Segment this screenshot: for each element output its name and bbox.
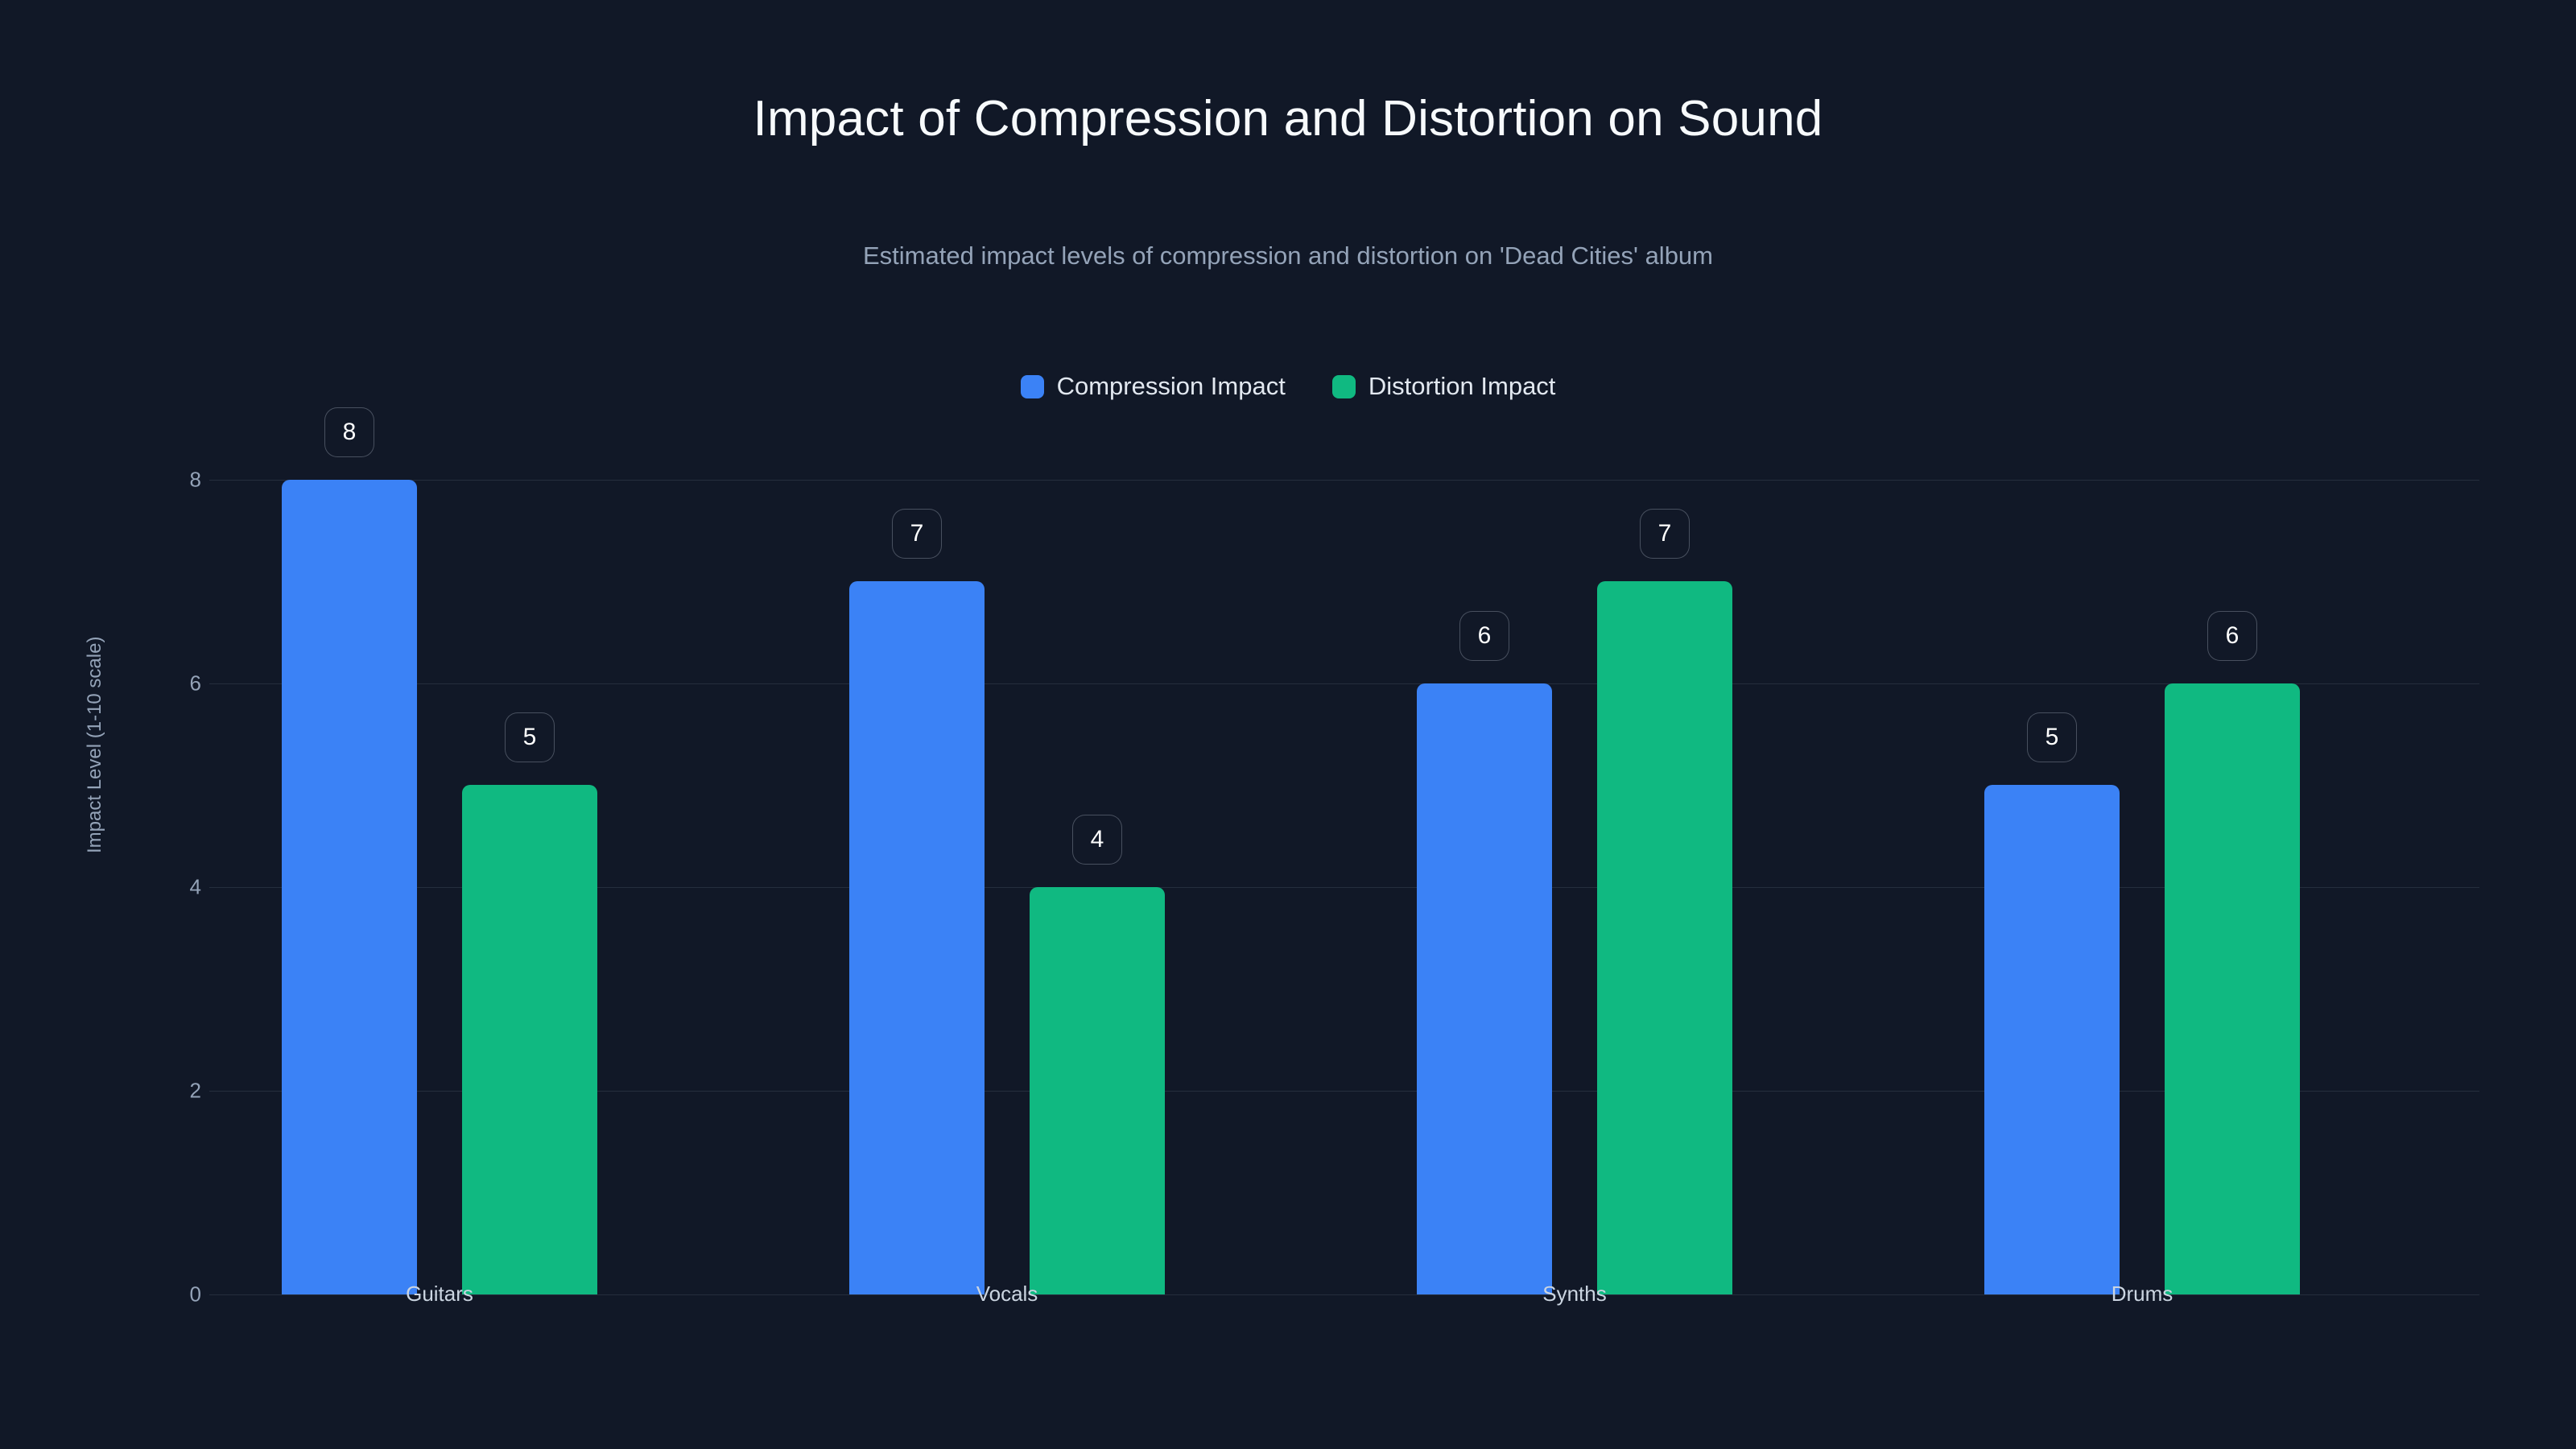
bar-guitars-compression[interactable] [282,479,417,1294]
page-title: Impact of Compression and Distortion on … [753,91,1823,147]
legend-item-1[interactable]: Distortion Impact [1331,372,1556,401]
gridline [209,479,2479,481]
bar-value-label: 4 [1072,814,1122,865]
bar-value-label: 6 [2207,610,2257,661]
y-axis-tick-label: 2 [189,1078,201,1103]
bar-synths-compression[interactable] [1417,683,1552,1294]
bar-synths-distortion[interactable] [1597,581,1732,1294]
bar-value-label: 7 [892,509,942,559]
chart-subtitle: Estimated impact levels of compression a… [863,242,1713,270]
x-axis-tick-drums: Drums [2111,1282,2174,1306]
bar-guitars-distortion[interactable] [462,785,597,1294]
bar-value-label: 6 [1459,610,1509,661]
bar-vocals-compression[interactable] [849,581,985,1294]
bar-drums-distortion[interactable] [2165,683,2300,1294]
bar-value-label: 7 [1640,509,1690,559]
y-axis-label: Impact Level (1-10 scale) [84,636,105,853]
legend-label: Distortion Impact [1368,372,1556,400]
x-axis-tick-synths: Synths [1542,1282,1607,1306]
bar-vocals-distortion[interactable] [1030,886,1165,1294]
legend-item-0[interactable]: Compression Impact [1020,372,1286,401]
y-axis-tick-label: 6 [189,671,201,696]
bar-value-label: 8 [324,407,374,457]
legend-label: Compression Impact [1056,372,1286,400]
bar-drums-compression[interactable] [1984,785,2120,1294]
y-axis-tick-label: 0 [189,1282,201,1307]
x-axis-tick-vocals: Vocals [976,1282,1038,1306]
plot-area: 0 2 4 6 8 8 5 Guitars 7 4 Vocals 6 7 Synths 5 6 Drums [190,407,2479,1307]
bar-value-label: 5 [505,712,555,763]
x-axis-tick-guitars: Guitars [406,1282,473,1306]
gridline [209,1294,2479,1295]
bar-value-label: 5 [2027,712,2077,763]
gridline [209,886,2479,888]
gridline [209,683,2479,684]
y-axis-tick-label: 8 [189,467,201,492]
gridline [209,1090,2479,1092]
y-axis-tick-label: 4 [189,874,201,899]
legend-swatch-icon [1331,374,1356,398]
chart-legend: Compression Impact Distortion Impact [0,372,2576,401]
legend-swatch-icon [1020,374,1044,398]
